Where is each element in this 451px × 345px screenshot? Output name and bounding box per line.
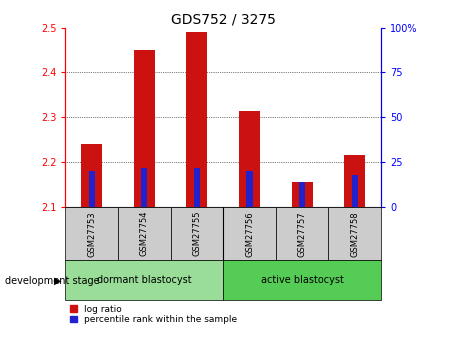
Bar <box>299 182 305 207</box>
Bar <box>344 156 365 207</box>
Bar <box>141 168 147 207</box>
Bar <box>186 32 207 207</box>
Bar <box>239 111 260 207</box>
Text: active blastocyst: active blastocyst <box>261 275 344 285</box>
Bar <box>194 168 200 207</box>
Text: development stage: development stage <box>5 276 99 286</box>
Text: dormant blastocyst: dormant blastocyst <box>97 275 192 285</box>
Bar <box>134 50 155 207</box>
FancyBboxPatch shape <box>328 207 381 260</box>
FancyBboxPatch shape <box>118 207 170 260</box>
Bar <box>246 171 253 207</box>
Text: GSM27756: GSM27756 <box>245 211 254 257</box>
FancyBboxPatch shape <box>223 207 276 260</box>
Legend: log ratio, percentile rank within the sample: log ratio, percentile rank within the sa… <box>70 305 238 324</box>
FancyBboxPatch shape <box>276 207 328 260</box>
FancyBboxPatch shape <box>65 260 223 300</box>
Text: GSM27753: GSM27753 <box>87 211 96 257</box>
Text: GSM27754: GSM27754 <box>140 211 149 256</box>
FancyBboxPatch shape <box>170 207 223 260</box>
Bar <box>88 171 95 207</box>
Bar <box>292 183 313 207</box>
Text: GSM27757: GSM27757 <box>298 211 307 257</box>
Title: GDS752 / 3275: GDS752 / 3275 <box>171 12 276 27</box>
Text: ▶: ▶ <box>54 276 61 286</box>
FancyBboxPatch shape <box>65 207 118 260</box>
FancyBboxPatch shape <box>223 260 381 300</box>
Text: GSM27758: GSM27758 <box>350 211 359 257</box>
Bar <box>352 175 358 207</box>
Bar <box>81 144 102 207</box>
Text: GSM27755: GSM27755 <box>193 211 202 256</box>
